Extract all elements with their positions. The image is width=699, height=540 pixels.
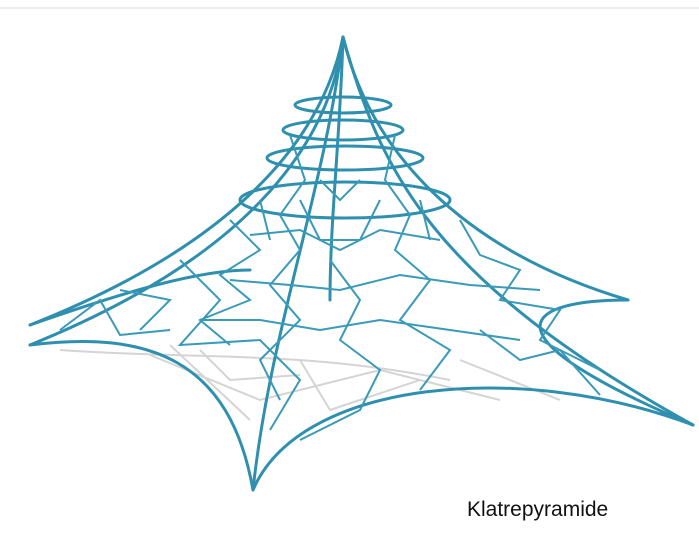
climbing-net	[30, 37, 693, 490]
image: Klatrepyramide	[0, 0, 699, 540]
caption: Klatrepyramide	[467, 498, 608, 521]
net-shadow	[60, 345, 560, 420]
page: Klatrepyramide (() => { const data = JSO…	[0, 0, 699, 540]
